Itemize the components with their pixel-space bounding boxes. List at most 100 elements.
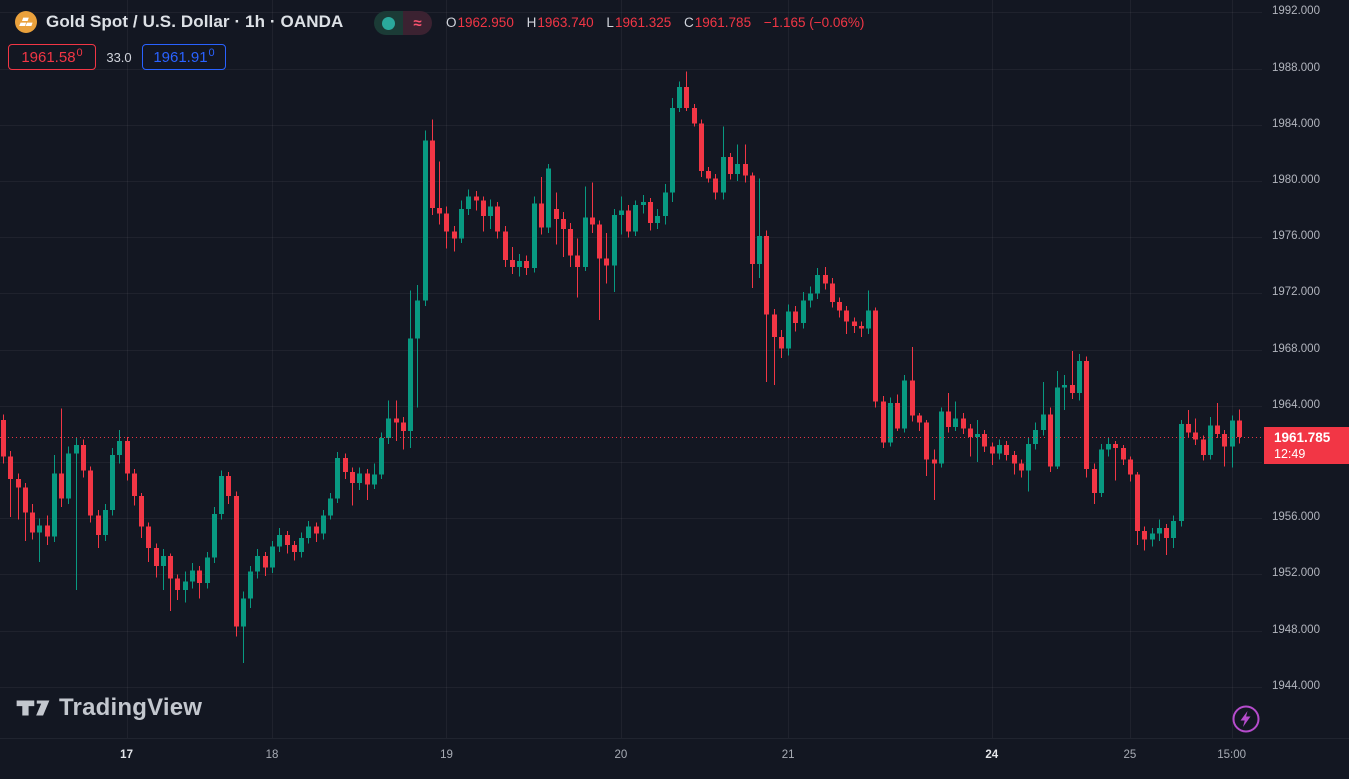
candle-down: [1070, 384, 1075, 394]
candle-up: [212, 514, 217, 558]
candle-down: [394, 418, 399, 423]
candle-up: [888, 403, 893, 443]
candle-down: [234, 495, 239, 627]
open-label: O: [446, 15, 457, 30]
candle-up: [205, 557, 210, 583]
price-tick-label: 1976.000: [1272, 230, 1320, 243]
price-axis[interactable]: 1944.0001948.0001952.0001956.0001960.000…: [1262, 0, 1349, 738]
candle-down: [881, 401, 886, 443]
candle-down: [1128, 459, 1133, 475]
candle-down: [59, 473, 64, 499]
candle-up: [939, 411, 944, 464]
candle-up: [415, 300, 420, 339]
candle-up: [612, 214, 617, 266]
candle-down: [8, 456, 13, 479]
candle-down: [96, 515, 101, 536]
candle-down: [917, 415, 922, 423]
tradingview-logo[interactable]: TradingView: [16, 694, 202, 722]
candle-down: [350, 471, 355, 484]
candle-down: [481, 200, 486, 217]
high-value: 1963.740: [537, 15, 594, 30]
candle-up: [757, 235, 762, 264]
candle-down: [561, 219, 566, 229]
candle-down: [45, 525, 50, 537]
time-axis[interactable]: 17 18 19 20 21 24 25 15:00: [0, 738, 1349, 779]
candle-down: [713, 178, 718, 193]
price-tick-label: 1980.000: [1272, 174, 1320, 187]
price-tick-label: 1992.000: [1272, 5, 1320, 18]
sell-bid-button[interactable]: 1961.58 0: [8, 44, 96, 70]
candle-up: [52, 473, 57, 537]
candle-up: [255, 556, 260, 572]
candle-up: [619, 210, 624, 215]
candle-down: [1113, 443, 1118, 449]
candle-down: [510, 259, 515, 267]
candle-up: [1106, 443, 1111, 450]
candle-down: [873, 310, 878, 402]
chart-pan-surface[interactable]: [0, 0, 1262, 738]
candle-down: [139, 495, 144, 527]
candle-up: [633, 204, 638, 232]
bid-price: 1961.58: [21, 48, 76, 66]
candle-down: [1019, 463, 1024, 471]
candle-down: [30, 512, 35, 533]
symbol-title[interactable]: Gold Spot / U.S. Dollar · 1h · OANDA: [46, 12, 344, 31]
candle-down: [1121, 448, 1126, 460]
candle-down: [852, 321, 857, 326]
candle-up: [183, 581, 188, 590]
candle-up: [997, 445, 1002, 454]
candle-down: [1237, 420, 1242, 437]
market-open-indicator: [374, 11, 403, 35]
candle-up: [190, 570, 195, 582]
candle-down: [764, 235, 769, 315]
time-tick-label: 19: [440, 749, 453, 761]
bid-ask-row: 1961.58 0 33.0 1961.91 0: [8, 44, 226, 70]
open-value: 1962.950: [457, 15, 514, 30]
candle-up: [866, 310, 871, 329]
candle-up: [735, 164, 740, 175]
time-tick-label: 15:00: [1217, 749, 1247, 761]
symbol-row: Gold Spot / U.S. Dollar · 1h · OANDA: [14, 10, 343, 34]
candle-down: [961, 418, 966, 429]
candle-down: [728, 157, 733, 175]
candle-down: [226, 476, 231, 496]
candle-down: [168, 556, 173, 579]
candle-down: [823, 275, 828, 284]
candle-down: [452, 231, 457, 239]
spread-value: 33.0: [106, 49, 132, 65]
candle-up: [546, 168, 551, 228]
candle-down: [524, 261, 529, 269]
lightning-bolt-icon[interactable]: [1231, 704, 1261, 734]
candle-up: [37, 525, 42, 533]
candle-down: [910, 380, 915, 416]
candle-down: [132, 473, 137, 496]
candle-down: [1048, 414, 1053, 467]
candle-down: [1092, 469, 1097, 493]
time-tick-label: 17: [120, 749, 133, 761]
candle-down: [175, 578, 180, 590]
last-price-value: 1961.785: [1274, 430, 1331, 445]
candle-down: [648, 202, 653, 224]
candle-down: [692, 108, 697, 124]
candle-down: [859, 325, 864, 329]
candle-up: [459, 209, 464, 239]
candle-up: [1041, 414, 1046, 430]
candle-up: [103, 509, 108, 536]
market-status-toggle[interactable]: ≈: [374, 11, 432, 35]
candle-up: [379, 438, 384, 475]
candle-down: [1084, 360, 1089, 470]
candle-up: [219, 476, 224, 515]
candle-up: [357, 473, 362, 484]
candle-down: [1201, 439, 1206, 456]
candle-down: [1135, 474, 1140, 531]
candle-up: [74, 445, 79, 454]
time-tick-label: 20: [614, 749, 628, 761]
candle-up: [372, 474, 377, 485]
ask-price-fraction: 0: [208, 47, 215, 59]
buy-ask-button[interactable]: 1961.91 0: [142, 44, 226, 70]
candle-down: [1164, 528, 1169, 538]
time-tick-label: 25: [1123, 749, 1137, 761]
candle-up: [1055, 387, 1060, 467]
candle-up: [1026, 443, 1031, 471]
